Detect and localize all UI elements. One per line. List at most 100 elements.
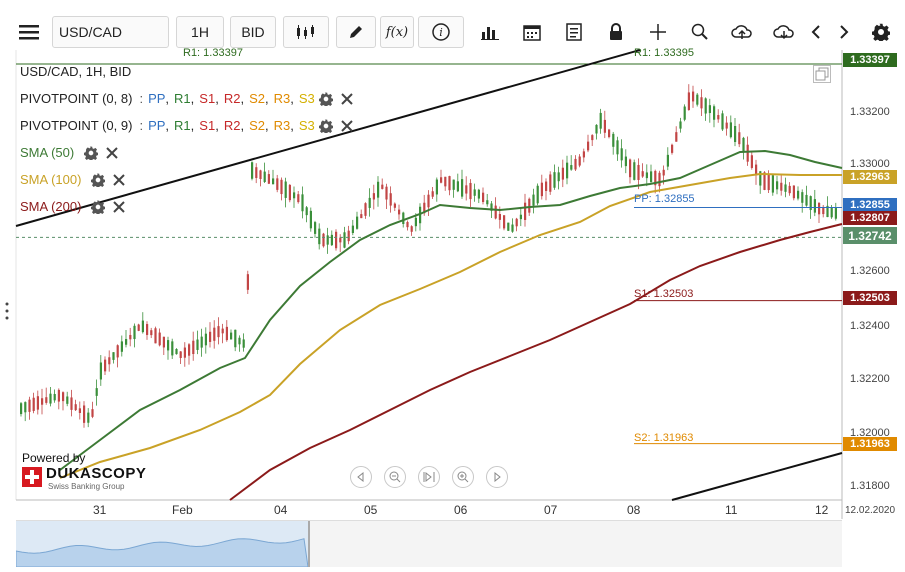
zoom-out-button[interactable]	[384, 466, 406, 488]
candle	[587, 134, 590, 153]
candle-body	[154, 328, 157, 344]
candle	[675, 126, 678, 142]
s1-label: S1: 1.32503	[634, 288, 694, 300]
candle	[494, 197, 497, 220]
pivot1-settings-icon[interactable]	[318, 92, 333, 106]
candle-body	[633, 162, 636, 180]
candle	[755, 159, 758, 185]
candle	[20, 402, 23, 417]
pencil-icon	[350, 26, 362, 38]
candle-body	[645, 172, 648, 179]
zoom-button[interactable]	[682, 16, 718, 48]
lock-button[interactable]	[598, 16, 634, 48]
sma50-settings-icon[interactable]	[84, 146, 99, 160]
candle	[519, 207, 522, 227]
bar-chart-icon	[481, 27, 499, 40]
pan-right-button[interactable]	[486, 466, 508, 488]
bar-chart-button[interactable]	[472, 16, 508, 48]
sma50-name: SMA (50)	[20, 145, 75, 160]
candle-body	[104, 359, 107, 372]
scroll-left-button[interactable]	[804, 16, 828, 48]
price-tick: 1.32400	[850, 320, 890, 332]
screenshot-button[interactable]	[813, 65, 831, 83]
crosshair-button[interactable]	[640, 16, 676, 48]
sma100-settings-icon[interactable]	[91, 173, 106, 187]
candle	[74, 399, 77, 412]
download-button[interactable]	[764, 16, 804, 48]
candle	[234, 329, 237, 352]
candle-body	[494, 205, 497, 219]
menu-icon[interactable]	[12, 16, 46, 48]
symbol-select[interactable]: USD/CAD	[52, 16, 169, 48]
candle-body	[305, 207, 308, 216]
candle-body	[813, 199, 816, 213]
candle-body	[692, 91, 695, 102]
side-drag-handle[interactable]	[4, 300, 10, 322]
candle	[242, 333, 245, 352]
pivot1-s1: S1	[199, 91, 216, 106]
candle	[230, 329, 233, 340]
chart-type-button[interactable]	[283, 16, 329, 48]
candle	[805, 185, 808, 207]
candle-body	[553, 172, 556, 188]
side-select[interactable]: BID	[230, 16, 276, 48]
candle-body	[717, 115, 720, 120]
sma200-remove-icon[interactable]	[113, 200, 126, 213]
time-navigator[interactable]	[15, 520, 842, 568]
candle	[158, 328, 161, 347]
candle	[578, 154, 581, 168]
candle	[217, 317, 220, 345]
candle	[776, 175, 779, 195]
upload-button[interactable]	[722, 16, 762, 48]
report-button[interactable]	[556, 16, 592, 48]
pivot2-sep: :	[139, 118, 144, 133]
sma200-settings-icon[interactable]	[91, 200, 106, 214]
indicators-button[interactable]: f(x)	[380, 16, 414, 48]
candle	[183, 342, 186, 367]
candle	[314, 220, 317, 238]
candle-body	[440, 177, 443, 183]
scroll-right-button[interactable]	[832, 16, 856, 48]
time-tick: Feb	[172, 503, 193, 517]
candle	[267, 170, 270, 185]
candle-body	[83, 405, 86, 423]
info-button[interactable]: i	[418, 16, 464, 48]
zoom-in-icon	[457, 471, 469, 483]
candle-body	[755, 164, 758, 176]
candle-body	[595, 124, 598, 134]
candle	[410, 225, 413, 236]
timeframe-select[interactable]: 1H	[176, 16, 224, 48]
candle	[503, 215, 506, 231]
sma50-remove-icon[interactable]	[106, 146, 118, 159]
pivot1-name: PIVOTPOINT (0, 8)	[20, 91, 133, 106]
price-tick: 1.31800	[850, 480, 890, 492]
candle-body	[713, 106, 716, 120]
candle-body	[738, 132, 741, 145]
candle	[360, 209, 363, 219]
lower-trend-line	[671, 452, 843, 501]
pivot1-remove-icon[interactable]	[341, 92, 353, 105]
powered-by-text: Powered by	[22, 451, 86, 465]
candle	[116, 344, 119, 368]
fit-button[interactable]	[418, 466, 440, 488]
pan-left-button[interactable]	[350, 466, 372, 488]
candle-body	[368, 197, 371, 208]
candle-body	[805, 194, 808, 206]
pivot2-settings-icon[interactable]	[318, 119, 333, 133]
sma200-line	[229, 223, 843, 501]
draw-tool-button[interactable]	[336, 16, 376, 48]
zoom-in-button[interactable]	[452, 466, 474, 488]
settings-button[interactable]	[866, 16, 896, 48]
candle-body	[167, 340, 170, 351]
candle	[629, 158, 632, 184]
sma100-remove-icon[interactable]	[113, 173, 126, 186]
candle	[700, 89, 703, 117]
calendar-button[interactable]	[514, 16, 550, 48]
candle	[364, 202, 367, 219]
candle-body	[759, 171, 762, 186]
candle	[53, 389, 56, 403]
candle-body	[603, 119, 606, 133]
pivot2-remove-icon[interactable]	[341, 119, 353, 132]
candle	[351, 219, 354, 236]
